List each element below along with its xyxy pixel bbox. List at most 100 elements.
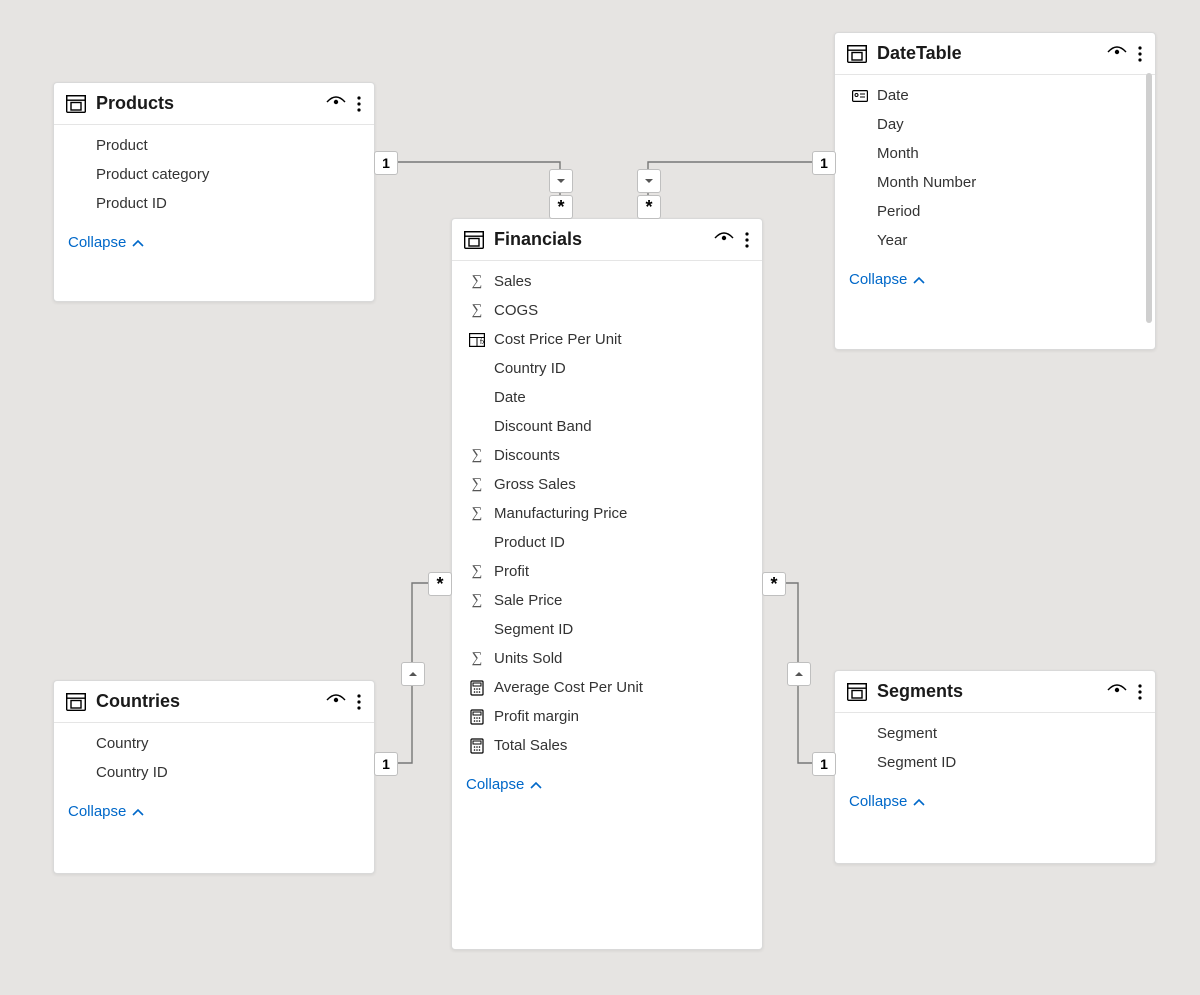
table-title: Financials [494, 229, 714, 250]
more-icon[interactable] [356, 693, 362, 711]
table-card-products[interactable]: ProductsProductProduct categoryProduct I… [53, 82, 375, 302]
field-label: Month Number [877, 174, 976, 191]
field-row[interactable]: Segment ID [835, 748, 1155, 777]
calc-icon [466, 738, 488, 754]
field-row[interactable]: ∑Sales [452, 267, 762, 296]
field-list: Country Country ID [54, 723, 374, 793]
more-icon[interactable] [1137, 45, 1143, 63]
field-row[interactable]: ∑COGS [452, 296, 762, 325]
direction-arrow-icon [787, 662, 811, 686]
table-card-segments[interactable]: Segments Segment Segment ID Collapse [834, 670, 1156, 864]
field-label: Segment ID [877, 754, 956, 771]
visibility-icon[interactable] [326, 693, 346, 711]
collapse-link[interactable]: Collapse [452, 766, 762, 807]
chevron-up-icon [132, 239, 144, 247]
svg-text:fx: fx [480, 339, 485, 346]
field-row[interactable]: Profit margin [452, 702, 762, 731]
sum-icon: ∑ [466, 505, 488, 522]
field-row[interactable]: Date [452, 383, 762, 412]
scrollbar[interactable] [1146, 73, 1152, 323]
field-list: Date Day Month Month Number Period Year [835, 75, 1155, 261]
field-label: Cost Price Per Unit [494, 331, 622, 348]
collapse-link[interactable]: Collapse [54, 224, 374, 265]
field-row[interactable]: Discount Band [452, 412, 762, 441]
more-icon[interactable] [356, 95, 362, 113]
table-title: Segments [877, 681, 1107, 702]
field-row[interactable]: ∑Units Sold [452, 644, 762, 673]
field-row[interactable]: Product ID [54, 189, 374, 218]
field-row[interactable]: Product ID [452, 528, 762, 557]
field-label: Country [96, 735, 149, 752]
sum-icon: ∑ [466, 476, 488, 493]
direction-arrow-icon [637, 169, 661, 193]
collapse-link[interactable]: Collapse [835, 783, 1155, 824]
field-label: COGS [494, 302, 538, 319]
field-row[interactable]: Year [835, 226, 1155, 255]
field-label: Segment [877, 725, 937, 742]
field-row[interactable]: Date [835, 81, 1155, 110]
field-row[interactable]: fx Cost Price Per Unit [452, 325, 762, 354]
field-row[interactable]: Country [54, 729, 374, 758]
chevron-up-icon [132, 808, 144, 816]
chevron-up-icon [913, 798, 925, 806]
visibility-icon[interactable] [1107, 683, 1127, 701]
field-label: Day [877, 116, 904, 133]
field-label: Total Sales [494, 737, 567, 754]
card-icon [849, 90, 871, 102]
field-row[interactable]: Period [835, 197, 1155, 226]
field-label: Sale Price [494, 592, 562, 609]
field-row[interactable]: ∑ Manufacturing Price [452, 499, 762, 528]
field-label: Manufacturing Price [494, 505, 627, 522]
field-label: Sales [494, 273, 532, 290]
field-row[interactable]: Average Cost Per Unit [452, 673, 762, 702]
collapse-link[interactable]: Collapse [835, 261, 1155, 302]
field-row[interactable]: ∑Profit [452, 557, 762, 586]
field-label: Period [877, 203, 920, 220]
field-label: Year [877, 232, 907, 249]
more-icon[interactable] [1137, 683, 1143, 701]
visibility-icon[interactable] [1107, 45, 1127, 63]
field-row[interactable]: Day [835, 110, 1155, 139]
table-icon [66, 693, 86, 711]
field-label: Product category [96, 166, 209, 183]
field-label: Segment ID [494, 621, 573, 638]
table-card-countries[interactable]: Countries Country Country ID Collapse [53, 680, 375, 874]
field-row[interactable]: ∑ Gross Sales [452, 470, 762, 499]
table-title: DateTable [877, 43, 1107, 64]
field-row[interactable]: ∑Discounts [452, 441, 762, 470]
field-label: Units Sold [494, 650, 562, 667]
field-label: Profit [494, 563, 529, 580]
calc-icon [466, 680, 488, 696]
field-row[interactable]: Total Sales [452, 731, 762, 760]
chevron-up-icon [530, 781, 542, 789]
col-icon: fx [466, 333, 488, 347]
field-label: Country ID [96, 764, 168, 781]
field-label: Average Cost Per Unit [494, 679, 643, 696]
field-row[interactable]: Segment [835, 719, 1155, 748]
more-icon[interactable] [744, 231, 750, 249]
field-row[interactable]: Segment ID [452, 615, 762, 644]
cardinality-many: * [549, 195, 573, 219]
field-label: Product ID [96, 195, 167, 212]
field-row[interactable]: Country ID [452, 354, 762, 383]
field-row[interactable]: Month [835, 139, 1155, 168]
cardinality-one: 1 [374, 752, 398, 776]
cardinality-many: * [428, 572, 452, 596]
field-row[interactable]: Product category [54, 160, 374, 189]
table-icon [847, 45, 867, 63]
card-header: Countries [54, 681, 374, 723]
field-row[interactable]: Month Number [835, 168, 1155, 197]
field-label: Gross Sales [494, 476, 576, 493]
field-row[interactable]: Product [54, 131, 374, 160]
collapse-link[interactable]: Collapse [54, 793, 374, 834]
visibility-icon[interactable] [714, 231, 734, 249]
cardinality-one: 1 [374, 151, 398, 175]
collapse-label: Collapse [849, 271, 907, 288]
table-card-financials[interactable]: Financials∑Sales∑COGSfxCost Price Per Un… [451, 218, 763, 950]
card-header: DateTable [835, 33, 1155, 75]
field-row[interactable]: ∑Sale Price [452, 586, 762, 615]
table-card-datetable[interactable]: DateTable Date Day Month Month Number Period Y… [834, 32, 1156, 350]
field-row[interactable]: Country ID [54, 758, 374, 787]
field-list: ∑Sales∑COGSfxCost Price Per UnitCountry … [452, 261, 762, 766]
visibility-icon[interactable] [326, 95, 346, 113]
